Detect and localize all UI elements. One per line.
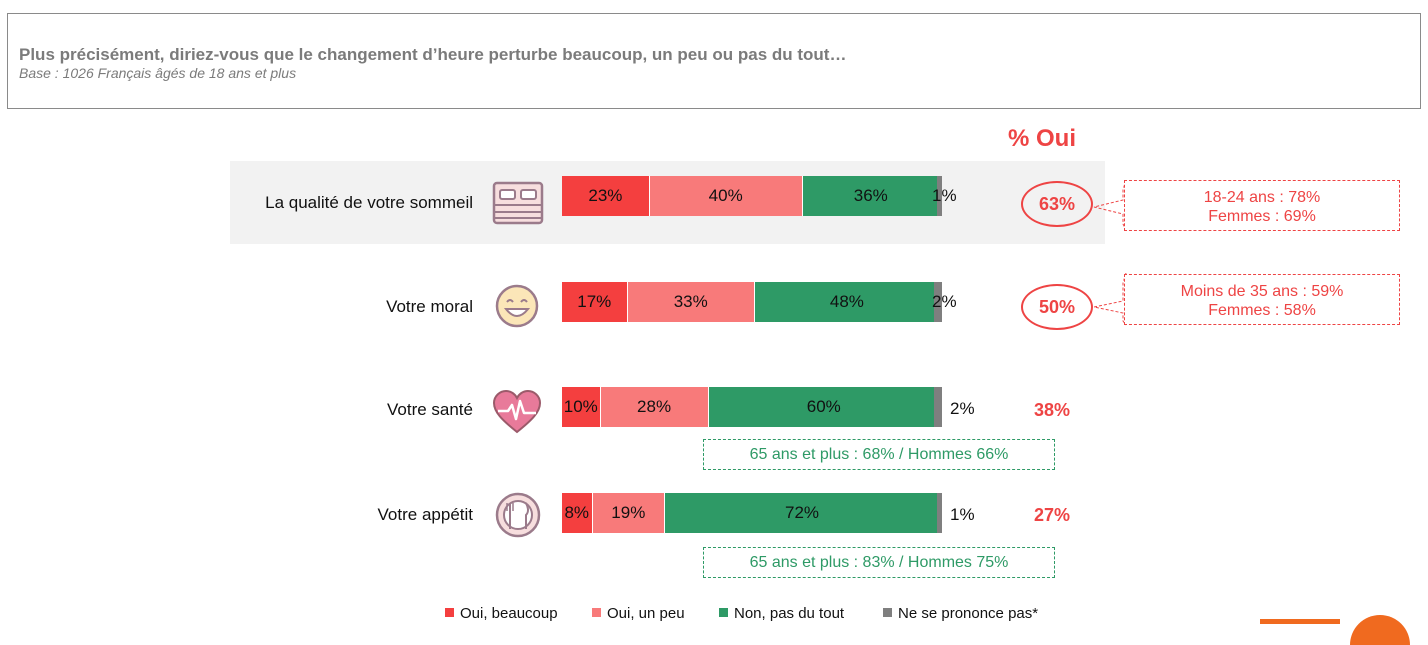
legend-label-non-pas-du-tout: Non, pas du tout [734,605,845,622]
callout-sante: 65 ans et plus : 68% / Hommes 66% [703,439,1055,470]
bar-moral: 17% 33% 48% 2% [562,282,982,322]
bar-segment-sommeil-oui-un-peu: 40% [649,176,803,216]
oui-total-appetit: 27% [1034,505,1071,525]
row-label-moral: Votre moral [386,297,473,316]
bar-label-sommeil-ne-se-prononce-pas: 1% [932,186,957,205]
legend-label-ne-se-prononce-pas: Ne se prononce pas* [898,605,1039,622]
callout-sommeil: 18-24 ans : 78% Femmes : 69% [1124,180,1400,231]
bed-icon [492,181,544,225]
legend-item-non-pas-du-tout: Non, pas du tout [719,605,844,622]
oui-total-sante: 38% [1034,400,1071,420]
callout-sommeil-line1: 18-24 ans : 78% [1203,189,1321,206]
legend-label-oui-beaucoup: Oui, beaucoup [460,605,558,622]
legend-swatch-ne-se-prononce-pas [883,608,892,617]
legend-swatch-oui-beaucoup [445,608,454,617]
legend-label-oui-un-peu: Oui, un peu [607,605,685,622]
callout-pointer-sommeil [1093,180,1127,231]
bar-segment-sommeil-ne-se-prononce-pas [937,176,942,216]
bar-segment-sommeil-non-pas-du-tout: 36% [802,176,940,216]
callout-moral: Moins de 35 ans : 59% Femmes : 58% [1124,274,1400,325]
bar-sommeil: 23% 40% 36% 1% [562,176,982,216]
question-base: Base : 1026 Français âgés de 18 ans et p… [19,65,297,81]
legend-swatch-oui-un-peu [592,608,601,617]
legend-item-ne-se-prononce-pas: Ne se prononce pas* [883,605,1038,622]
callout-pointer-moral [1093,273,1127,326]
bar-segment-appetit-oui-un-peu: 19% [592,493,666,533]
callout-sommeil-line2: Femmes : 69% [1208,208,1316,225]
bar-segment-moral-non-pas-du-tout: 48% [754,282,940,322]
oui-column-header: % Oui [1008,125,1077,152]
bar-segment-sommeil-oui-beaucoup: 23% [562,176,650,216]
legend-item-oui-un-peu: Oui, un peu [592,605,685,622]
callout-appetit: 65 ans et plus : 83% / Hommes 75% [703,547,1055,578]
legend-item-oui-beaucoup: Oui, beaucoup [445,605,558,622]
callout-moral-line2: Femmes : 58% [1208,302,1316,319]
callout-moral-line1: Moins de 35 ans : 59% [1180,283,1344,300]
bar-segment-moral-oui-beaucoup: 17% [562,282,628,322]
bar-segment-moral-oui-un-peu: 33% [627,282,755,322]
smiley-icon [495,284,539,328]
plate-cutlery-icon [495,492,541,538]
bar-segment-sante-ne-se-prononce-pas [934,387,942,427]
bar-segment-sante-non-pas-du-tout: 60% [708,387,940,427]
question-header-box: Plus précisément, diriez-vous que le cha… [7,13,1421,109]
bar-label-sante-ne-se-prononce-pas: 2% [950,399,975,418]
row-label-sante: Votre santé [386,400,473,419]
bar-segment-sante-oui-beaucoup: 10% [562,387,601,427]
bar-label-moral-ne-se-prononce-pas: 2% [932,292,957,311]
oui-total-sommeil: 63% [1021,181,1093,227]
oui-total-moral: 50% [1021,284,1093,330]
bar-segment-appetit-non-pas-du-tout: 72% [665,493,940,533]
bar-appetit: 8% 19% 72% 1% [562,493,982,533]
bar-label-appetit-ne-se-prononce-pas: 1% [950,505,975,524]
bar-segment-moral-ne-se-prononce-pas [934,282,942,322]
bar-segment-appetit-ne-se-prononce-pas [937,493,942,533]
brand-decoration-bar [1260,619,1340,624]
chart-legend: Oui, beaucoup Oui, un peu Non, pas du to… [0,605,1428,624]
row-label-sommeil: La qualité de votre sommeil [265,193,473,212]
bar-segment-sante-oui-un-peu: 28% [600,387,709,427]
bar-segment-appetit-oui-beaucoup: 8% [562,493,593,533]
question-title: Plus précisément, diriez-vous que le cha… [19,45,847,64]
legend-swatch-non-pas-du-tout [719,608,728,617]
heart-pulse-icon [492,389,542,434]
bar-sante: 10% 28% 60% 2% [562,387,982,427]
row-label-appetit: Votre appétit [377,505,473,524]
